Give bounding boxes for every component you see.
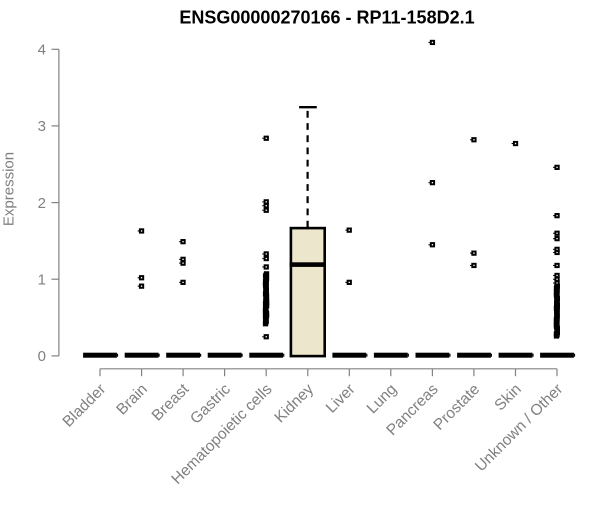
svg-text:3: 3 xyxy=(38,118,46,135)
svg-text:ENSG00000270166 - RP11-158D2.1: ENSG00000270166 - RP11-158D2.1 xyxy=(179,8,474,28)
svg-text:Expression: Expression xyxy=(1,152,18,226)
svg-text:2: 2 xyxy=(38,195,46,212)
svg-text:1: 1 xyxy=(38,272,46,289)
svg-text:0: 0 xyxy=(38,348,46,365)
svg-text:4: 4 xyxy=(38,42,46,59)
